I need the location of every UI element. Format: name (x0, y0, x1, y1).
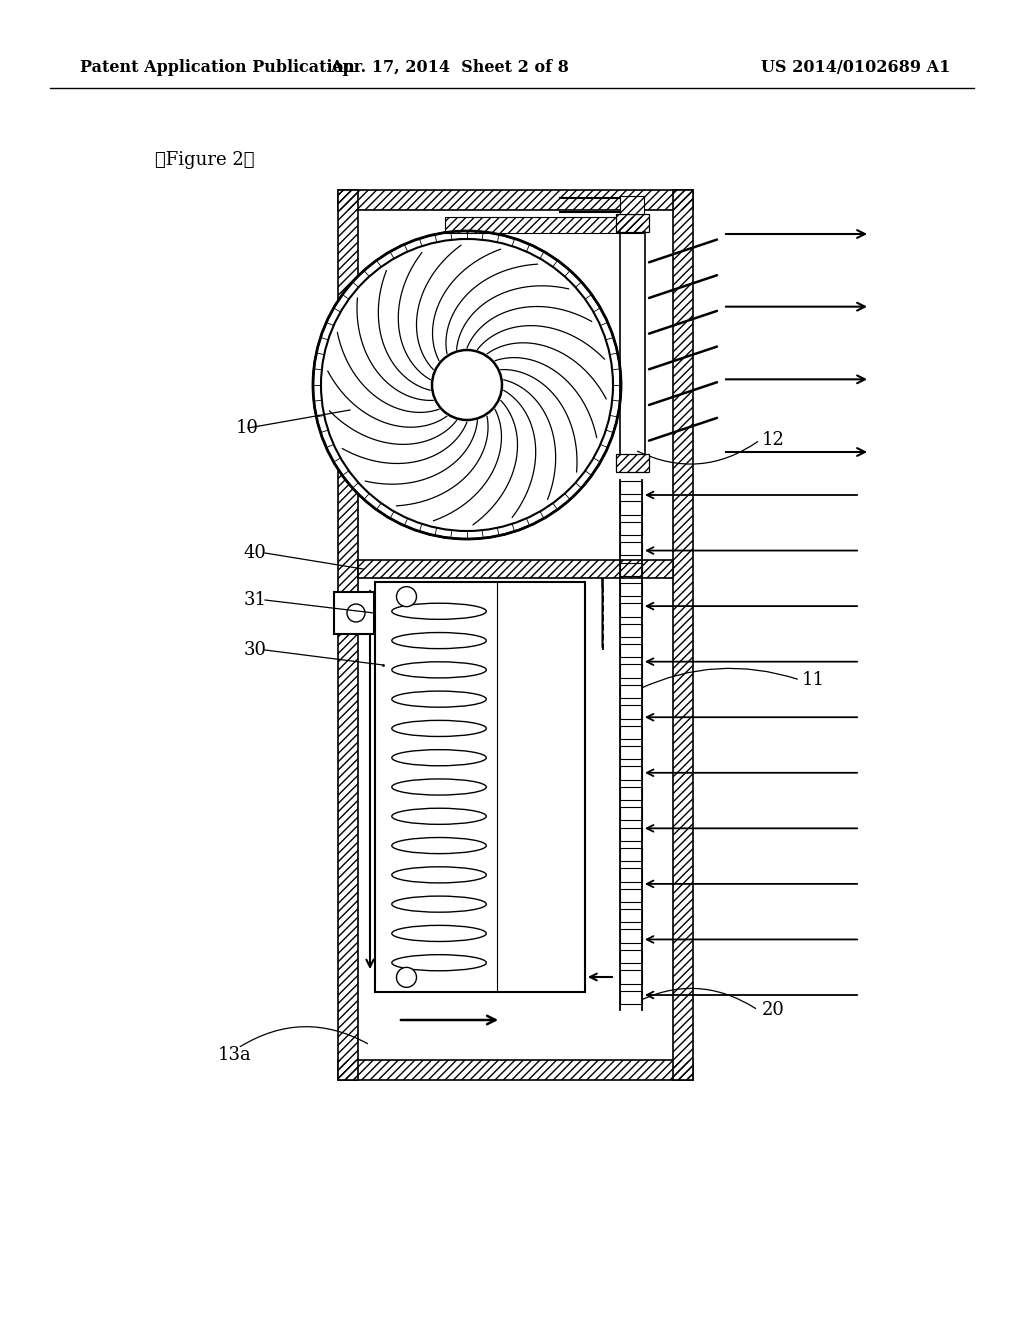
Bar (620, 195, 644, 214)
Bar (334, 591, 374, 634)
Bar (620, 480, 642, 494)
Ellipse shape (392, 808, 486, 824)
Bar (616, 454, 649, 473)
Text: 20: 20 (762, 1001, 784, 1019)
Ellipse shape (392, 867, 486, 883)
Bar (338, 190, 358, 1080)
Bar (620, 623, 642, 638)
Ellipse shape (392, 896, 486, 912)
Ellipse shape (392, 692, 486, 708)
Bar (620, 787, 642, 800)
Bar (620, 726, 642, 739)
Text: 10: 10 (236, 418, 259, 437)
Bar (358, 210, 673, 1060)
Bar (375, 582, 585, 993)
Bar (620, 664, 642, 677)
Text: 13a: 13a (218, 1045, 252, 1064)
Bar (620, 583, 642, 597)
Bar (616, 454, 649, 473)
Circle shape (396, 968, 417, 987)
Bar (444, 216, 643, 234)
Bar (338, 1060, 693, 1080)
Ellipse shape (392, 632, 486, 648)
Ellipse shape (392, 779, 486, 795)
Bar (620, 543, 642, 556)
Bar (620, 847, 642, 861)
Bar (620, 990, 642, 1005)
Bar (620, 562, 642, 576)
Bar (620, 869, 642, 882)
Text: 12: 12 (762, 432, 784, 449)
Bar (620, 195, 644, 214)
Bar (616, 214, 649, 232)
Ellipse shape (392, 837, 486, 854)
Bar (620, 929, 642, 942)
Bar (338, 1060, 693, 1080)
Bar (620, 521, 642, 535)
Bar (620, 970, 642, 983)
Text: 30: 30 (244, 642, 267, 659)
Bar (620, 603, 642, 616)
Bar (616, 214, 649, 232)
Ellipse shape (392, 954, 486, 970)
Circle shape (313, 231, 621, 539)
Circle shape (396, 586, 417, 607)
Text: 11: 11 (802, 671, 825, 689)
Ellipse shape (392, 721, 486, 737)
Bar (620, 685, 642, 698)
Bar (620, 705, 642, 718)
Bar (620, 807, 642, 821)
Text: 【Figure 2】: 【Figure 2】 (155, 150, 255, 169)
Text: 40: 40 (244, 544, 267, 562)
Text: Apr. 17, 2014  Sheet 2 of 8: Apr. 17, 2014 Sheet 2 of 8 (331, 59, 569, 77)
Circle shape (432, 350, 502, 420)
Bar (620, 746, 642, 759)
Bar (620, 888, 642, 902)
Bar (358, 560, 673, 578)
Bar (620, 644, 642, 657)
Bar (673, 190, 693, 1080)
Bar (620, 950, 642, 964)
Ellipse shape (392, 750, 486, 766)
Bar (358, 560, 673, 578)
Ellipse shape (392, 925, 486, 941)
Ellipse shape (392, 661, 486, 678)
Bar (673, 190, 693, 1080)
Circle shape (347, 605, 365, 622)
Bar (338, 190, 693, 210)
Bar (620, 909, 642, 923)
Bar (444, 216, 643, 234)
Text: US 2014/0102689 A1: US 2014/0102689 A1 (761, 59, 950, 77)
Bar (338, 190, 693, 210)
Text: 31: 31 (244, 591, 267, 609)
Bar (620, 767, 642, 780)
Bar (620, 828, 642, 841)
Bar (338, 190, 358, 1080)
Ellipse shape (392, 603, 486, 619)
Text: Patent Application Publication: Patent Application Publication (80, 59, 354, 77)
Bar (620, 502, 642, 515)
